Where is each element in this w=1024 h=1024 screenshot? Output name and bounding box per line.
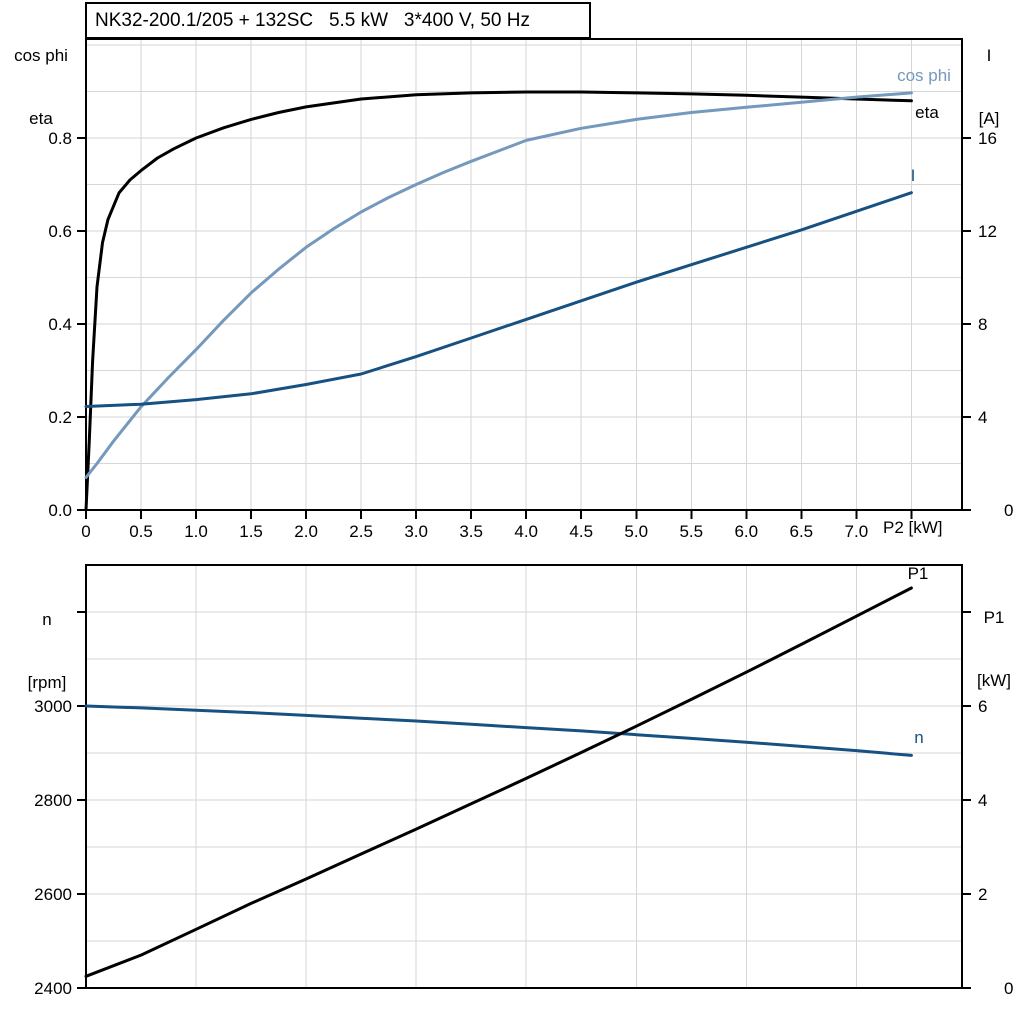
p1-axis-label: P1 — [983, 608, 1005, 627]
x-axis-tick-label: 6.0 — [734, 522, 758, 541]
left-axis-tick-label: 0.0 — [48, 501, 72, 520]
right-axis-tick-label: 16 — [978, 129, 997, 148]
bottom-chart-right-axis-label: P1 [kW] — [962, 565, 1024, 733]
x-axis-label-p2: P2 [kW] — [883, 518, 943, 537]
x-axis-tick-label: 4.5 — [569, 522, 593, 541]
left-axis-tick-label: 2600 — [34, 885, 72, 904]
x-axis-tick-label: 5.0 — [624, 522, 648, 541]
eta-axis-label: eta — [29, 109, 53, 128]
eta-curve-label: eta — [915, 103, 939, 122]
P1-curve-label: P1 — [908, 564, 929, 583]
x-axis-tick-label: 5.5 — [679, 522, 703, 541]
left-axis-tick-label: 3000 — [34, 697, 72, 716]
current-axis-label: I — [986, 46, 992, 65]
P1-curve — [84, 586, 913, 978]
x-axis-tick-label: 6.5 — [790, 522, 814, 541]
I-curve — [84, 191, 913, 408]
eta-curve — [84, 90, 913, 512]
right-axis-tick-label: 2 — [978, 885, 987, 904]
x-axis-tick-label: 3.5 — [459, 522, 483, 541]
ampere-unit-label: [A] — [978, 109, 1000, 128]
n-curve-label: n — [914, 728, 923, 747]
rpm-unit-label: [rpm] — [27, 673, 67, 692]
left-axis-tick-label: 2400 — [34, 979, 72, 998]
right-axis-tick-label: 12 — [978, 222, 997, 241]
cos-phi-curve — [84, 91, 913, 479]
left-axis-tick-label: 0.4 — [48, 315, 72, 334]
x-axis-tick-label: 1.5 — [239, 522, 263, 541]
chart-title-box: NK32-200.1/205 + 132SC 5.5 kW 3*400 V, 5… — [85, 2, 591, 39]
chart-title: NK32-200.1/205 + 132SC 5.5 kW 3*400 V, 5… — [95, 9, 530, 31]
kw-unit-label: [kW] — [977, 671, 1011, 690]
left-axis-tick-label: 0.6 — [48, 222, 72, 241]
x-axis-tick-label: 4.0 — [514, 522, 538, 541]
right-axis-tick-label: 8 — [978, 315, 987, 334]
speed-axis-label: n — [42, 610, 52, 629]
right-axis-tick-label: 4 — [978, 408, 987, 427]
x-axis-tick-label: 2.0 — [294, 522, 318, 541]
left-axis-tick-label: 2800 — [34, 791, 72, 810]
axis-frame — [85, 564, 963, 989]
cos-phi-curve-label: cos phi — [897, 66, 951, 85]
left-axis-tick-label: 0.8 — [48, 129, 72, 148]
x-axis-tick-label: 0 — [81, 522, 90, 541]
top-chart-right-axis-label: I [A] — [958, 3, 1020, 171]
axis-frame — [85, 38, 963, 511]
x-axis-tick-label: 1.0 — [184, 522, 208, 541]
right-axis-tick-label: 4 — [978, 791, 987, 810]
top-chart-left-axis-label: cos phi eta — [0, 3, 82, 171]
right-axis-tick-label: 6 — [978, 697, 987, 716]
I-curve-label: I — [911, 166, 916, 185]
x-axis-tick-label: 7.0 — [845, 522, 869, 541]
bottom-chart-left-axis-label: n [rpm] — [10, 567, 84, 735]
x-axis-tick-label: 2.5 — [349, 522, 373, 541]
left-axis-tick-label: 0.2 — [48, 408, 72, 427]
x-axis-tick-label: 3.0 — [404, 522, 428, 541]
n-curve — [84, 704, 913, 757]
cos-phi-axis-label: cos phi — [14, 46, 68, 65]
x-axis-tick-label: 0.5 — [129, 522, 153, 541]
right-axis-tick-label: 0 — [1004, 501, 1013, 520]
right-axis-tick-label: 0 — [1004, 979, 1013, 998]
